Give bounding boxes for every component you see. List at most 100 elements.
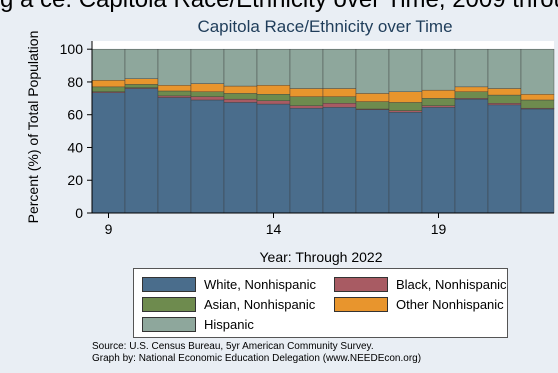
bar-segment xyxy=(289,88,324,97)
bar-segment xyxy=(520,48,555,95)
legend-swatch-black xyxy=(334,277,388,292)
y-tick-label: 20 xyxy=(67,172,83,188)
bar-segment xyxy=(256,100,291,105)
bar-segment xyxy=(487,104,522,214)
bar-segment xyxy=(421,105,456,108)
bar-segment xyxy=(223,98,258,103)
bar-segment xyxy=(322,48,357,89)
bar-segment xyxy=(157,97,192,214)
y-axis: 0 20 40 60 80 100 xyxy=(60,41,93,221)
bar-segment xyxy=(322,96,357,104)
bar-segment xyxy=(355,109,390,214)
bar-segment xyxy=(256,85,291,95)
bar-segment xyxy=(421,89,456,99)
bar-segment xyxy=(355,48,390,94)
bar-segment xyxy=(157,85,192,92)
bar-segment xyxy=(223,102,258,214)
bar-segment xyxy=(256,103,291,214)
y-tick-label: 80 xyxy=(67,74,83,90)
x-axis-label: Year: Through 2022 xyxy=(260,249,383,265)
bar-segment xyxy=(487,94,522,104)
bar-segment xyxy=(520,94,555,101)
x-tick-label: 19 xyxy=(431,221,447,237)
stacked-bars xyxy=(91,48,555,214)
bar-segment xyxy=(421,48,456,91)
legend: White, Nonhispanic Black, Nonhispanic As… xyxy=(133,268,508,338)
bar-segment xyxy=(124,84,159,88)
bar-segment xyxy=(157,48,192,86)
bar-segment xyxy=(223,93,258,100)
legend-swatch-white xyxy=(142,277,196,292)
legend-label-other: Other Nonhispanic xyxy=(396,297,504,312)
chart-title: Capitola Race/Ethnicity over Time xyxy=(197,17,452,36)
bar-segment xyxy=(388,91,423,103)
bar-segment xyxy=(322,103,357,108)
bar-segment xyxy=(190,96,225,101)
y-tick-label: 100 xyxy=(60,41,84,57)
bar-segment xyxy=(190,48,225,84)
bar-segment xyxy=(520,99,555,109)
bar-segment xyxy=(322,88,357,97)
bar-segment xyxy=(355,101,390,110)
bar-segment xyxy=(454,91,489,99)
bar-segment xyxy=(91,92,126,214)
bar-segment xyxy=(289,105,324,109)
y-axis-label: Percent (%) of Total Population xyxy=(25,31,41,224)
x-axis: 9 14 19 xyxy=(92,212,554,237)
bar-segment xyxy=(124,78,159,85)
bar-segment xyxy=(454,98,489,214)
plot-area: 0 20 40 60 80 100 9 14 19 xyxy=(60,41,555,237)
bar-segment xyxy=(223,48,258,87)
legend-label-hispanic: Hispanic xyxy=(204,317,254,332)
bar-segment xyxy=(355,93,390,102)
legend-item-white: White, Nonhispanic xyxy=(142,277,316,292)
legend-item-black: Black, Nonhispanic xyxy=(334,277,507,292)
bar-segment xyxy=(454,48,489,88)
bar-segment xyxy=(223,85,258,94)
legend-item-hispanic: Hispanic xyxy=(142,317,254,332)
bar-segment xyxy=(91,86,126,92)
clipped-page-heading: g a ce: Capitola Race/Ethnicity over Tim… xyxy=(0,0,558,14)
bar-segment xyxy=(124,88,159,214)
bar-segment xyxy=(487,48,522,89)
legend-swatch-other xyxy=(334,297,388,312)
bar-segment xyxy=(388,102,423,111)
bar-segment xyxy=(157,95,192,98)
bar-segment xyxy=(289,96,324,106)
x-tick-label: 9 xyxy=(105,221,113,237)
y-tick-label: 0 xyxy=(75,205,83,221)
bar-segment xyxy=(388,48,423,92)
bar-segment xyxy=(124,48,159,79)
bar-segment xyxy=(91,80,126,88)
source-note: Source: U.S. Census Bureau, 5yr American… xyxy=(92,341,374,352)
bar-segment xyxy=(322,107,357,214)
legend-swatch-hispanic xyxy=(142,317,196,332)
bar-segment xyxy=(157,90,192,97)
bar-segment xyxy=(190,99,225,214)
bar-segment xyxy=(487,103,522,106)
legend-item-asian: Asian, Nonhispanic xyxy=(142,297,315,312)
y-tick-label: 40 xyxy=(67,139,83,155)
legend-label-black: Black, Nonhispanic xyxy=(396,277,507,292)
bar-segment xyxy=(256,94,291,101)
legend-label-white: White, Nonhispanic xyxy=(204,277,316,292)
credit-note: Graph by: National Economic Education De… xyxy=(92,353,422,364)
bar-segment xyxy=(421,107,456,214)
legend-label-asian: Asian, Nonhispanic xyxy=(204,297,316,312)
y-tick-label: 60 xyxy=(67,107,83,123)
bar-segment xyxy=(487,88,522,96)
legend-swatch-asian xyxy=(142,297,196,312)
bar-segment xyxy=(190,91,225,97)
bar-segment xyxy=(289,48,324,89)
bar-segment xyxy=(91,48,126,81)
bar-segment xyxy=(388,110,423,113)
bar-segment xyxy=(190,83,225,92)
bar-segment xyxy=(256,48,291,86)
bar-segment xyxy=(520,108,555,214)
bar-segment xyxy=(289,107,324,214)
bar-segment xyxy=(454,86,489,92)
bar-segment xyxy=(388,112,423,214)
legend-item-other: Other Nonhispanic xyxy=(334,297,504,312)
x-tick-label: 14 xyxy=(266,221,282,237)
